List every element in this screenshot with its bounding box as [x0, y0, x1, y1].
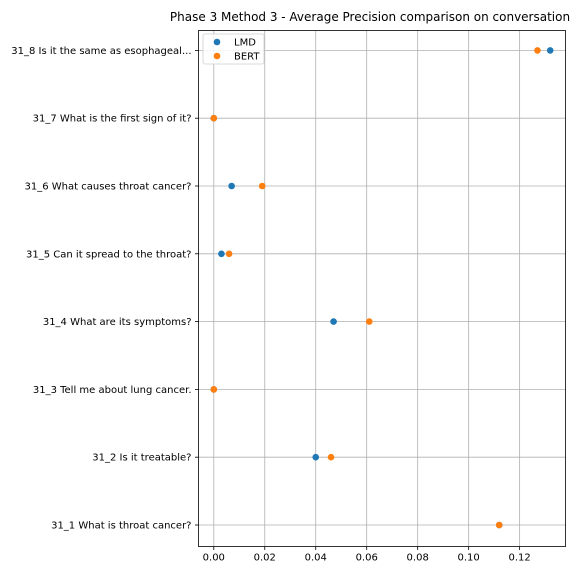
y-tick-label: 31_4 What are its symptoms? — [43, 317, 192, 328]
x-tick-label: 0.00 — [203, 553, 225, 564]
point-bert-5 — [225, 250, 233, 258]
point-bert-7 — [210, 114, 218, 122]
grid-lines — [198, 30, 566, 547]
point-lmd-2 — [312, 453, 320, 461]
data-points — [210, 47, 554, 529]
chart-title: Phase 3 Method 3 - Average Precision com… — [170, 10, 570, 24]
y-tick-label: 31_8 Is it the same as esophageal... — [11, 46, 191, 57]
x-tick-label: 0.10 — [458, 553, 480, 564]
x-tick-label: 0.02 — [254, 553, 276, 564]
point-bert-4 — [365, 318, 373, 325]
legend-marker-lmd — [213, 38, 221, 46]
x-tick-label: 0.08 — [407, 553, 429, 564]
point-lmd-8 — [546, 47, 554, 54]
y-tick-label: 31_6 What causes throat cancer? — [25, 182, 192, 193]
legend-label-bert: BERT — [234, 52, 260, 63]
y-tick-label: 31_3 Tell me about lung cancer. — [33, 385, 192, 396]
x-tick-label: 0.12 — [508, 553, 530, 564]
legend: LMD BERT — [202, 33, 265, 65]
point-bert-8 — [534, 47, 541, 54]
point-lmd-5 — [218, 250, 225, 258]
legend-marker-bert — [213, 52, 221, 60]
y-tick-label: 31_7 What is the first sign of it? — [33, 114, 192, 125]
point-lmd-6 — [228, 182, 235, 190]
point-bert-1 — [495, 521, 503, 529]
point-lmd-4 — [330, 318, 337, 325]
x-tick-label: 0.04 — [305, 553, 327, 564]
legend-label-lmd: LMD — [234, 38, 256, 49]
point-bert-3 — [210, 386, 218, 393]
y-tick-label: 31_2 Is it treatable? — [92, 453, 191, 464]
y-tick-label: 31_5 Can it spread to the throat? — [26, 249, 191, 260]
plot-frame — [198, 30, 566, 547]
x-tick-label: 0.06 — [356, 553, 378, 564]
point-bert-2 — [327, 453, 335, 461]
axis-ticks: 0.00 0.02 0.04 0.06 0.08 0.10 0.12 31_1 What is… — [11, 46, 530, 564]
point-bert-6 — [258, 182, 266, 190]
y-tick-label: 31_1 What is throat cancer? — [51, 521, 191, 532]
